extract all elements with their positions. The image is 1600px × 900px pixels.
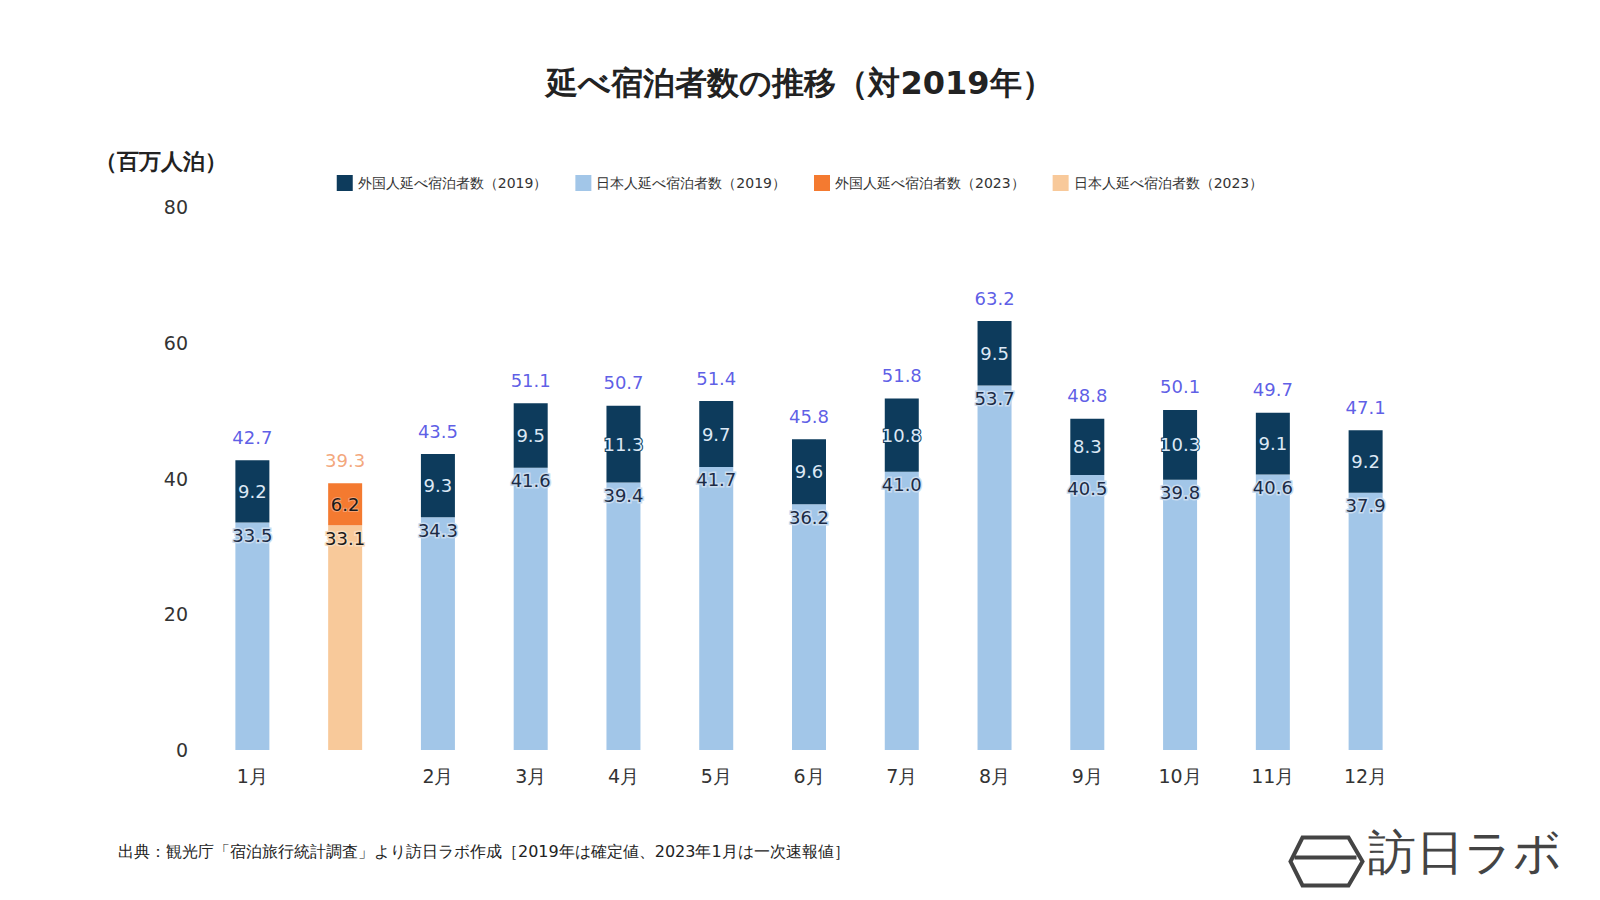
svg-text:80: 80	[164, 196, 188, 218]
svg-text:外国人延べ宿泊者数（2023）: 外国人延べ宿泊者数（2023）	[835, 175, 1025, 191]
svg-text:9.7: 9.7	[702, 424, 731, 445]
svg-text:20: 20	[164, 603, 188, 625]
svg-text:日本人延べ宿泊者数（2019）: 日本人延べ宿泊者数（2019）	[596, 175, 786, 191]
svg-text:10.3: 10.3	[1160, 434, 1200, 455]
svg-text:9.5: 9.5	[516, 425, 545, 446]
svg-text:1月: 1月	[237, 765, 268, 787]
svg-text:41.7: 41.7	[696, 469, 736, 490]
svg-text:53.7: 53.7	[974, 388, 1014, 409]
svg-text:60: 60	[164, 332, 188, 354]
svg-text:41.0: 41.0	[882, 474, 922, 495]
svg-text:33.1: 33.1	[325, 528, 365, 549]
svg-text:出典：観光庁「宿泊旅行統計調査」より訪日ラボ作成［2019年: 出典：観光庁「宿泊旅行統計調査」より訪日ラボ作成［2019年は確定値、2023年…	[118, 842, 850, 861]
svg-text:11.3: 11.3	[603, 434, 643, 455]
svg-text:9.3: 9.3	[424, 475, 453, 496]
svg-text:39.4: 39.4	[603, 485, 643, 506]
svg-text:12月: 12月	[1344, 765, 1387, 787]
svg-text:6月: 6月	[793, 765, 824, 787]
svg-text:11月: 11月	[1251, 765, 1294, 787]
svg-text:43.5: 43.5	[418, 421, 458, 442]
svg-text:33.5: 33.5	[232, 525, 272, 546]
svg-text:42.7: 42.7	[232, 427, 272, 448]
svg-text:47.1: 47.1	[1346, 397, 1386, 418]
svg-text:9.2: 9.2	[1351, 451, 1380, 472]
svg-text:延べ宿泊者数の推移（対2019年）: 延べ宿泊者数の推移（対2019年）	[544, 64, 1053, 102]
svg-text:9月: 9月	[1072, 765, 1103, 787]
svg-text:8.3: 8.3	[1073, 436, 1102, 457]
svg-text:41.6: 41.6	[511, 470, 551, 491]
svg-text:外国人延べ宿泊者数（2019）: 外国人延べ宿泊者数（2019）	[358, 175, 548, 191]
svg-text:5月: 5月	[701, 765, 732, 787]
svg-text:40.5: 40.5	[1067, 478, 1107, 499]
svg-text:49.7: 49.7	[1253, 379, 1293, 400]
svg-text:10月: 10月	[1158, 765, 1201, 787]
svg-text:4月: 4月	[608, 765, 639, 787]
svg-text:日本人延べ宿泊者数（2023）: 日本人延べ宿泊者数（2023）	[1074, 175, 1264, 191]
svg-text:50.7: 50.7	[603, 372, 643, 393]
svg-text:0: 0	[176, 739, 188, 761]
svg-text:37.9: 37.9	[1346, 495, 1386, 516]
svg-text:6.2: 6.2	[331, 494, 360, 515]
svg-text:39.8: 39.8	[1160, 482, 1200, 503]
svg-text:39.3: 39.3	[325, 450, 365, 471]
svg-text:9.1: 9.1	[1259, 433, 1288, 454]
svg-text:40.6: 40.6	[1253, 477, 1293, 498]
svg-text:9.6: 9.6	[795, 461, 824, 482]
svg-text:2月: 2月	[422, 765, 453, 787]
svg-text:63.2: 63.2	[974, 288, 1014, 309]
svg-text:48.8: 48.8	[1067, 385, 1107, 406]
svg-text:訪日ラボ: 訪日ラボ	[1368, 824, 1562, 880]
svg-text:9.2: 9.2	[238, 481, 267, 502]
svg-text:51.8: 51.8	[882, 365, 922, 386]
svg-text:7月: 7月	[886, 765, 917, 787]
svg-text:（百万人泊）: （百万人泊）	[95, 149, 227, 174]
svg-text:8月: 8月	[979, 765, 1010, 787]
svg-text:10.8: 10.8	[882, 425, 922, 446]
svg-text:45.8: 45.8	[789, 406, 829, 427]
svg-text:36.2: 36.2	[789, 507, 829, 528]
svg-text:34.3: 34.3	[418, 520, 458, 541]
svg-text:51.1: 51.1	[511, 370, 551, 391]
svg-text:51.4: 51.4	[696, 368, 736, 389]
svg-text:9.5: 9.5	[980, 343, 1009, 364]
svg-text:50.1: 50.1	[1160, 376, 1200, 397]
svg-text:3月: 3月	[515, 765, 546, 787]
svg-text:40: 40	[164, 468, 188, 490]
